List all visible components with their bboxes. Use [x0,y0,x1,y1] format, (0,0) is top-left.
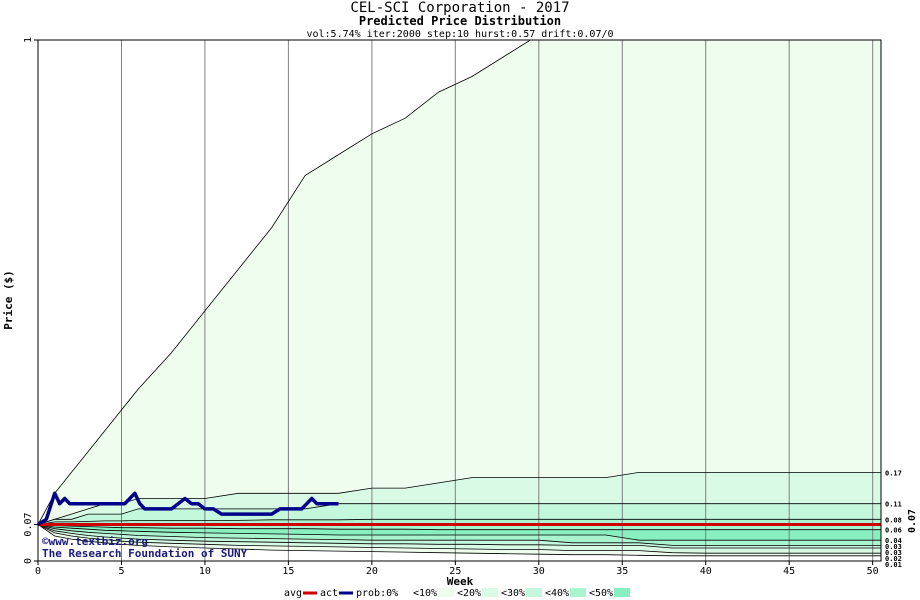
x-tick-label-10: 10 [199,566,211,577]
curve-p45 [38,524,881,531]
right-percentile-labels: 0.170.110.080.060.040.030.030.020.01 [885,469,902,569]
right-label-0: 0.17 [885,469,902,477]
right-label-3: 0.06 [885,527,902,535]
legend-label-5: <30% [501,588,525,599]
x-axis-label: Week [447,575,474,588]
legend-label-0: avg [284,588,302,599]
x-tick-label-40: 40 [700,566,712,577]
legend-swatch-5 [526,588,542,597]
legend-swatch-7 [614,588,630,597]
watermark-site: ©www.textbiz.org [42,535,148,548]
chart-subtitle: Predicted Price Distribution [359,14,561,28]
actual-price-series [37,491,339,526]
right-label-6: 0.03 [885,549,902,557]
x-tick-label-15: 15 [282,566,294,577]
band-0-10 [38,40,881,556]
right-label-1: 0.11 [885,501,902,509]
band-40-50 [38,524,881,541]
y-tick-label-1: 1 [23,37,34,43]
right-label-7: 0.02 [885,555,902,563]
y-tick-label-0: 0 [23,558,34,564]
legend-label-6: <40% [545,588,569,599]
chart-title: CEL-SCI Corporation - 2017 [350,0,569,16]
legend-label-4: <20% [457,588,481,599]
legend-label-2: prob:0% [356,588,398,599]
curve-p60 [38,503,881,525]
curve-p_lower [38,524,881,557]
legend-swatch-4 [482,588,498,597]
x-tick-label-50: 50 [867,566,879,577]
grid-lines [121,40,874,561]
chart-legend: avg act prob:0% <10% <20% <30% <40% <50% [284,588,630,599]
x-tick-label-35: 35 [616,566,628,577]
right-label-5: 0.03 [885,543,902,551]
x-tick-label-25: 25 [449,566,461,577]
x-tick-label-30: 30 [533,566,545,577]
x-tick-label-0: 0 [35,566,41,577]
x-tick-label-20: 20 [366,566,378,577]
legend-swatch-3 [438,588,454,597]
curve-p20 [38,524,881,549]
curve-p55 [38,518,881,525]
curve-p40 [38,524,881,541]
curve-p30 [38,524,881,546]
y-tick-label-0.07: 0.07 [23,512,34,536]
watermark-org: The Research Foundation of SUNY [42,547,248,560]
x-tick-label-45: 45 [783,566,795,577]
legend-label-7: <50% [589,588,613,599]
right-avg-label: 0.07 [907,509,918,533]
legend-label-3: <10% [413,588,437,599]
y-axis-ticks: 0 0.07 1 [23,37,38,564]
curve-p10 [38,524,881,554]
plot-frame [37,39,882,562]
right-label-2: 0.08 [885,516,902,524]
legend-swatch-6 [570,588,586,597]
chart-parameters: vol:5.74% iter:2000 step:10 hurst:0.57 d… [306,29,613,40]
x-axis-ticks: 0 5 10 15 20 25 30 35 40 45 50 [35,561,879,577]
y-axis-label: Price ($) [2,270,15,330]
right-label-8: 0.01 [885,561,902,569]
x-tick-label-5: 5 [118,566,124,577]
legend-label-1: act [320,588,338,599]
right-label-4: 0.04 [885,537,902,545]
curve-p_upper [38,40,532,525]
